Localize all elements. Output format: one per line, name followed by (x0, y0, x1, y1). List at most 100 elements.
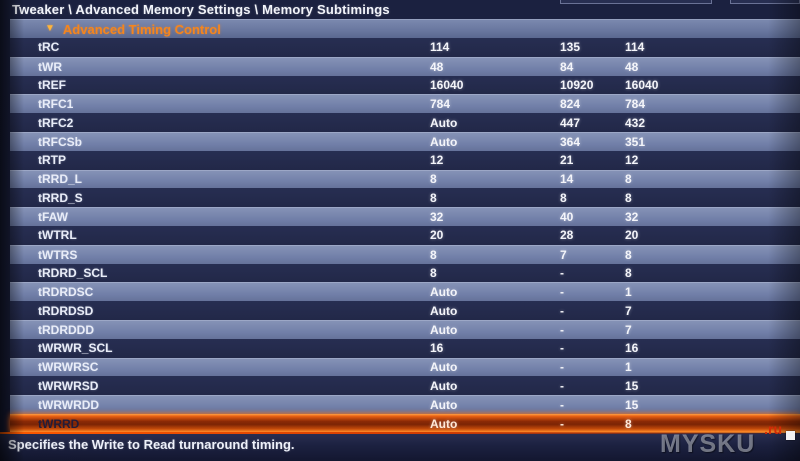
watermark-square-icon (786, 431, 795, 440)
timing-value-col3: 20 (625, 228, 639, 243)
timing-value-col1: Auto (430, 360, 458, 375)
timing-value-col2: 84 (560, 59, 574, 74)
timing-row-tWR[interactable]: tWR 48 84 48 (10, 56, 800, 76)
timing-value-col1: 8 (430, 265, 437, 280)
timing-value-col1: Auto (430, 285, 458, 300)
timing-value-col1: 32 (430, 210, 444, 225)
timing-row-tRFC1[interactable]: tRFC1 784 824 784 (10, 94, 800, 114)
help-bar: Specifies the Write to Read turnaround t… (0, 432, 800, 461)
timing-value-col3: 1 (625, 360, 632, 375)
timing-row-tWRRD[interactable]: tWRRD Auto - 8 (10, 413, 800, 434)
timing-row-tRDRD_SCL[interactable]: tRDRD_SCL 8 - 8 (10, 263, 800, 283)
timing-value-col2: 10920 (560, 77, 594, 92)
timing-name: tRFC2 (38, 115, 74, 130)
timing-value-col3: 16 (625, 341, 639, 356)
timing-value-col2: - (560, 378, 564, 393)
timing-name: tRDRDDD (38, 322, 94, 337)
timing-value-col1: Auto (430, 378, 458, 393)
timing-value-col1: 20 (430, 228, 444, 243)
timing-row-tFAW[interactable]: tFAW 32 40 32 (10, 207, 800, 226)
watermark-text: MYSKU (660, 430, 756, 458)
timing-row-tRRD_L[interactable]: tRRD_L 8 14 8 (10, 169, 800, 189)
timing-value-col3: 432 (625, 115, 646, 130)
timing-name: tWRWRSC (38, 360, 99, 375)
timing-value-col2: - (560, 360, 564, 375)
timing-value-col1: 16040 (430, 77, 464, 92)
timing-value-col2: - (560, 341, 564, 356)
timing-value-col1: 48 (430, 59, 444, 74)
timing-value-col2: - (560, 416, 564, 431)
timing-value-col3: 8 (625, 172, 632, 187)
timing-row-tRDRDDD[interactable]: tRDRDDD Auto - 7 (10, 319, 800, 339)
timing-row-tRFCSb[interactable]: tRFCSb Auto 364 351 (10, 131, 800, 151)
timing-rows: tRC 114 135 114 tWR 48 84 48 tREF 16040 … (10, 38, 800, 434)
timing-row-tREF[interactable]: tREF 16040 10920 16040 (10, 75, 800, 95)
timing-value-col1: 8 (430, 172, 437, 187)
timing-value-col1: Auto (430, 134, 458, 149)
timing-value-col2: 135 (560, 40, 581, 55)
timing-name: tRTP (38, 153, 66, 168)
timing-value-col3: 8 (625, 416, 632, 431)
help-text: Specifies the Write to Read turnaround t… (8, 437, 295, 452)
timing-value-col3: 7 (625, 303, 632, 318)
timing-row-tWRWRSC[interactable]: tWRWRSC Auto - 1 (10, 357, 800, 377)
timing-value-col1: 784 (430, 97, 451, 112)
timing-row-tRTP[interactable]: tRTP 12 21 12 (10, 150, 800, 170)
timing-row-tWTRS[interactable]: tWTRS 8 7 8 (10, 244, 800, 264)
section-label: Advanced Timing Control (62, 21, 221, 37)
timing-name: tFAW (38, 210, 68, 225)
timing-row-tWRWRDD[interactable]: tWRWRDD Auto - 15 (10, 395, 800, 414)
timing-name: tWRWR_SCL (38, 341, 113, 356)
timing-value-col3: 114 (625, 40, 645, 55)
timing-value-col1: Auto (430, 398, 458, 413)
timing-value-col2: 364 (560, 134, 581, 149)
timing-value-col2: - (560, 303, 564, 318)
timing-name: tRFCSb (38, 134, 82, 149)
timing-name: tWTRL (38, 228, 77, 243)
timing-value-col2: 447 (560, 115, 581, 130)
timing-name: tWRRD (38, 416, 80, 431)
timing-value-col2: 28 (560, 228, 574, 243)
watermark: .ru MYSKU (644, 421, 796, 459)
timing-value-col3: 8 (625, 190, 632, 205)
timing-value-col2: - (560, 265, 564, 280)
timing-value-col1: Auto (430, 416, 458, 431)
timing-name: tRRD_L (38, 172, 82, 187)
timing-row-tWRWR_SCL[interactable]: tWRWR_SCL 16 - 16 (10, 338, 800, 358)
timing-row-tWRWRSD[interactable]: tWRWRSD Auto - 15 (10, 376, 800, 396)
memory-subtimings-table: ▼ Advanced Timing Control tRC 114 135 11… (10, 19, 800, 434)
timing-value-col1: 114 (430, 40, 450, 55)
timing-value-col3: 16040 (625, 77, 659, 92)
timing-value-col1: 12 (430, 153, 444, 168)
timing-name: tRRD_S (38, 190, 83, 205)
timing-value-col1: 8 (430, 247, 437, 262)
timing-row-tRC[interactable]: tRC 114 135 114 (10, 38, 800, 57)
top-edge-artifact (730, 0, 800, 4)
timing-value-col2: 8 (560, 190, 567, 205)
timing-value-col3: 8 (625, 247, 632, 262)
timing-row-tRDRDSD[interactable]: tRDRDSD Auto - 7 (10, 301, 800, 320)
timing-value-col1: Auto (430, 322, 458, 337)
collapse-triangle-icon: ▼ (45, 23, 55, 34)
timing-name: tRDRD_SCL (38, 265, 108, 280)
timing-value-col2: - (560, 285, 564, 300)
timing-value-col2: - (560, 398, 564, 413)
timing-value-col2: 824 (560, 97, 581, 112)
timing-row-tRFC2[interactable]: tRFC2 Auto 447 432 (10, 113, 800, 132)
timing-name: tWRWRDD (38, 398, 100, 413)
timing-row-tRRD_S[interactable]: tRRD_S 8 8 8 (10, 188, 800, 208)
breadcrumb: Tweaker \ Advanced Memory Settings \ Mem… (12, 2, 390, 17)
timing-row-tWTRL[interactable]: tWTRL 20 28 20 (10, 225, 800, 245)
timing-value-col2: 7 (560, 247, 567, 262)
timing-value-col1: 8 (430, 190, 437, 205)
timing-name: tRC (38, 40, 60, 55)
timing-name: tRDRDSC (38, 285, 94, 300)
timing-name: tWRWRSD (38, 378, 99, 393)
timing-row-tRDRDSC[interactable]: tRDRDSC Auto - 1 (10, 282, 800, 302)
timing-value-col2: - (560, 322, 564, 337)
timing-value-col3: 15 (625, 398, 639, 413)
timing-value-col3: 7 (625, 322, 632, 337)
section-advanced-timing-control[interactable]: ▼ Advanced Timing Control (10, 19, 800, 38)
timing-value-col2: 14 (560, 172, 574, 187)
